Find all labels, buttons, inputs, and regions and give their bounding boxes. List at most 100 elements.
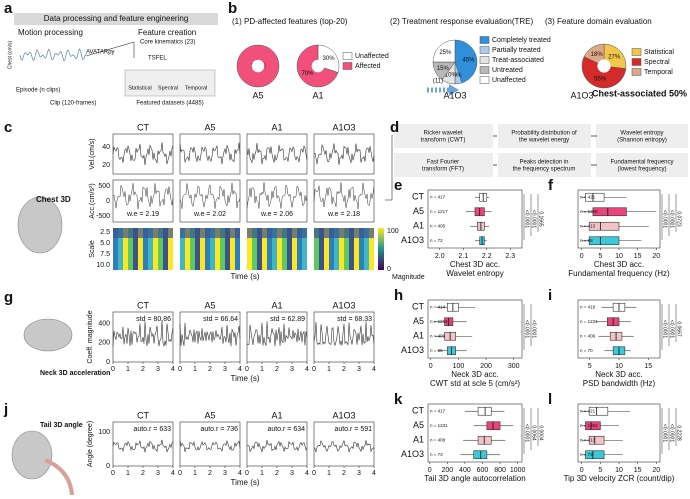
- label: 4: [305, 470, 309, 477]
- legend-swatch: [342, 52, 353, 60]
- legend-swatch: [479, 76, 490, 84]
- d-box: [394, 124, 493, 148]
- label: 15: [644, 363, 652, 370]
- label: Time (s): [230, 478, 259, 487]
- label: 27%: [608, 55, 621, 61]
- label: A1: [312, 90, 323, 100]
- label: 200: [98, 340, 110, 347]
- label: 4: [238, 470, 242, 477]
- label: 1: [126, 470, 130, 477]
- label: auto.r = 633: [133, 426, 171, 433]
- d-box: [596, 124, 688, 148]
- label: (1) PD-affected features (top-20): [232, 17, 348, 26]
- label: n = 70: [580, 348, 593, 353]
- label: Clip (120-frames): [50, 101, 96, 107]
- heatmap-cell: [272, 228, 277, 270]
- label: n = 1231: [430, 423, 448, 428]
- legend-swatch: [631, 58, 642, 66]
- label: w.e = 2.19: [126, 211, 159, 218]
- label: A1O3: [401, 449, 424, 459]
- heatmap-cell: [364, 228, 369, 270]
- label: Temporal: [644, 69, 673, 76]
- label: 5: [598, 467, 602, 474]
- frame: [313, 133, 375, 175]
- trace: [313, 321, 375, 347]
- label: A1O3: [332, 122, 355, 132]
- label: Chest 3D acc.: [594, 260, 644, 269]
- frame: [427, 299, 523, 359]
- label: 18%: [591, 52, 604, 58]
- heatmap-low: [180, 228, 240, 238]
- label: PSD bandwidth (Hz): [583, 379, 656, 388]
- trace: [112, 320, 174, 347]
- heatmap-cell: [118, 228, 123, 270]
- panel-label: d: [390, 119, 399, 136]
- label: 0: [178, 470, 182, 477]
- label: 2: [342, 366, 346, 373]
- d-text: Fundamental frequency (lowest frequency): [610, 159, 673, 172]
- label: A1O3: [443, 90, 466, 100]
- trace: [246, 321, 308, 347]
- box: [592, 207, 627, 217]
- heatmap-cell: [180, 228, 185, 270]
- label: 15: [634, 467, 642, 474]
- heatmap-cell: [195, 228, 200, 270]
- heatmap-low: [113, 228, 173, 238]
- label: 20: [652, 467, 660, 474]
- frame: [427, 189, 523, 249]
- label: Partially treated: [492, 47, 541, 54]
- label: (11): [433, 79, 443, 85]
- label: A5: [204, 410, 215, 420]
- label: Scale: [89, 240, 96, 258]
- d-text: Fast Fourier transform (FFT): [422, 159, 464, 172]
- label: Unaffected: [355, 53, 389, 60]
- label: 800: [494, 467, 506, 474]
- label: auto.r = 591: [334, 426, 372, 433]
- heatmap-cell: [302, 228, 307, 270]
- label: AVATARpy: [86, 50, 115, 56]
- label: 4: [305, 366, 309, 373]
- label: 20: [652, 253, 660, 260]
- label: 0: [106, 359, 110, 366]
- label: 2.0: [435, 253, 445, 260]
- label: Chest 3D: [36, 195, 71, 204]
- label: 1: [126, 366, 130, 373]
- label: 100: [453, 363, 465, 370]
- label: Spectral: [158, 85, 178, 91]
- label: 2: [342, 470, 346, 477]
- d-box: [498, 124, 591, 148]
- label: Neck 3D acceleration: [40, 370, 110, 377]
- label: 3: [223, 470, 227, 477]
- label: (3) Feature domain evaluation: [545, 17, 652, 26]
- label: 0: [580, 467, 584, 474]
- heatmap-cell: [359, 228, 364, 270]
- d-text: Probability distribution of the wavelet e…: [511, 130, 577, 143]
- label: Tail 3D angle autocorrelation: [424, 474, 525, 483]
- label: Featured datasets (4485): [136, 101, 203, 107]
- label: n = 1221: [580, 319, 598, 324]
- label: A1: [271, 122, 282, 132]
- label: n = 413: [580, 223, 596, 228]
- trace: [246, 440, 308, 453]
- label: 0: [106, 198, 110, 205]
- line: [85, 41, 135, 57]
- legend-swatch: [342, 62, 353, 70]
- label: n = 414: [430, 304, 446, 309]
- label: Vel.(cm/s): [89, 138, 96, 169]
- panel-label: i: [548, 287, 552, 304]
- label: n = 417: [430, 408, 446, 413]
- label: 0: [580, 253, 584, 260]
- label: Wavelet entropy: [446, 269, 504, 278]
- heatmap-cell: [319, 228, 324, 270]
- heatmap-cell: [163, 228, 168, 270]
- label: 4: [238, 366, 242, 373]
- label: 45%: [462, 57, 475, 63]
- label: 3: [357, 470, 361, 477]
- label: A1O3: [332, 300, 355, 310]
- heatmap-cell: [354, 228, 359, 270]
- label: 0.1665: [538, 211, 544, 227]
- label: Affected: [355, 63, 381, 70]
- heatmap-cell: [143, 228, 148, 270]
- heatmap-cell: [247, 228, 252, 270]
- label: 600: [477, 467, 489, 474]
